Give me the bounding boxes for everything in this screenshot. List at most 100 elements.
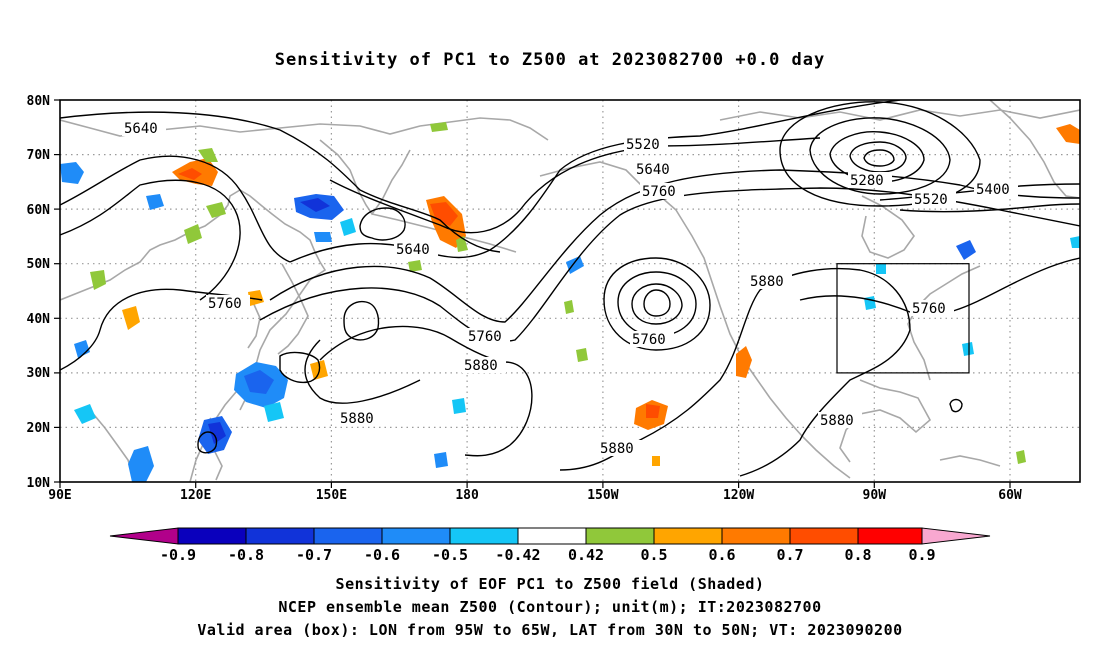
contour-5520-north bbox=[329, 137, 821, 234]
patch-negative bbox=[434, 452, 448, 468]
patch-positive bbox=[646, 404, 660, 418]
colorbar-labels: -0.9 -0.8 -0.7 -0.6 -0.5 -0.42 0.42 0.5 … bbox=[160, 546, 936, 564]
lat-label: 70N bbox=[27, 148, 51, 163]
patch-negative bbox=[60, 162, 84, 184]
patch-negative bbox=[340, 218, 356, 236]
contour-label: 5640 bbox=[636, 162, 670, 178]
contour-low-4 bbox=[849, 141, 907, 173]
patch-negative bbox=[962, 342, 974, 356]
lon-label: 90W bbox=[863, 488, 887, 503]
contour-label: 5760 bbox=[912, 301, 946, 317]
sensitivity-shading bbox=[60, 122, 1080, 482]
map-frame bbox=[59, 99, 1081, 483]
coast-gulf bbox=[839, 379, 932, 463]
contour-label: 5280 bbox=[850, 173, 884, 189]
contour-closed-small bbox=[359, 207, 406, 241]
colorbar-high-triangle bbox=[921, 527, 991, 545]
patch-negative bbox=[956, 240, 976, 260]
colorbar-label: 0.42 bbox=[568, 546, 604, 564]
colorbar-label: 0.6 bbox=[708, 546, 735, 564]
contour-label: 5880 bbox=[750, 274, 784, 290]
lon-label: 150E bbox=[316, 488, 347, 503]
contour-label: 5760 bbox=[208, 296, 242, 312]
contour-label: 5880 bbox=[464, 358, 498, 374]
coast-caribbean bbox=[939, 455, 1001, 467]
colorbar bbox=[109, 527, 991, 545]
patch-positive bbox=[198, 148, 218, 162]
coast-korea bbox=[247, 299, 261, 349]
caption-valid-area: Valid area (box): LON from 95W to 65W, L… bbox=[197, 621, 903, 639]
coast-hudson bbox=[861, 195, 915, 259]
colorbar-label: -0.9 bbox=[160, 546, 196, 564]
caption-shading: Sensitivity of EOF PC1 to Z500 field (Sh… bbox=[335, 575, 765, 593]
valid-area-box bbox=[836, 263, 970, 374]
lon-label: 120E bbox=[180, 488, 211, 503]
colorbar-box bbox=[381, 527, 451, 545]
contour-closed-small bbox=[949, 398, 963, 413]
map-title: Sensitivity of PC1 to Z500 at 2023082700… bbox=[274, 50, 826, 70]
colorbar-box bbox=[721, 527, 791, 545]
lon-label: 180 bbox=[455, 488, 479, 503]
colorbar-label: 0.9 bbox=[908, 546, 935, 564]
patch-negative bbox=[876, 264, 886, 274]
contour-5760-arc bbox=[60, 179, 241, 301]
colorbar-box bbox=[177, 527, 247, 545]
lat-label: 50N bbox=[27, 257, 51, 272]
lon-label: 120W bbox=[723, 488, 754, 503]
contour-label: 5640 bbox=[396, 242, 430, 258]
lat-label: 20N bbox=[27, 421, 51, 436]
colorbar-box bbox=[245, 527, 315, 545]
patch-positive bbox=[90, 270, 106, 290]
lat-label: 80N bbox=[27, 94, 51, 109]
colorbar-label: 0.8 bbox=[844, 546, 871, 564]
colorbar-box bbox=[857, 527, 923, 545]
colorbar-label: 0.5 bbox=[640, 546, 667, 564]
patch-negative bbox=[300, 198, 330, 212]
patch-negative bbox=[566, 256, 584, 274]
contour-5640-mid bbox=[60, 155, 291, 263]
colorbar-label: 0.7 bbox=[776, 546, 803, 564]
patch-positive bbox=[564, 300, 574, 314]
patch-negative bbox=[128, 446, 154, 482]
lat-label: 60N bbox=[27, 203, 51, 218]
colorbar-low-triangle bbox=[109, 527, 179, 545]
contour-5880-central bbox=[304, 339, 421, 404]
lat-axis: 80N 70N 60N 50N 40N 30N 20N 10N bbox=[27, 94, 51, 491]
contour-5520-east bbox=[899, 203, 1080, 213]
patch-positive bbox=[248, 290, 264, 306]
contour-low-5 bbox=[863, 149, 895, 167]
contour-label: 5880 bbox=[340, 411, 374, 427]
patch-positive bbox=[408, 260, 422, 272]
patch-negative bbox=[74, 340, 90, 358]
patch-negative bbox=[314, 232, 332, 242]
contour-closed-small bbox=[343, 300, 380, 341]
patch-negative bbox=[452, 398, 466, 414]
colorbar-box bbox=[653, 527, 723, 545]
contour-cut-off-low-3 bbox=[631, 283, 683, 325]
contour-5760-pacific bbox=[259, 187, 1080, 342]
patch-positive bbox=[1056, 124, 1080, 144]
patch-positive bbox=[206, 202, 226, 218]
patch-negative bbox=[74, 404, 96, 424]
contour-label-group: 5640 5520 5640 5760 5280 5400 5520 5640 … bbox=[122, 120, 1018, 457]
patch-negative bbox=[264, 402, 284, 422]
coast-japan bbox=[277, 263, 309, 355]
contour-5640-pacific bbox=[269, 169, 1080, 323]
contour-5640-west bbox=[60, 111, 501, 253]
colorbar-label: -0.5 bbox=[432, 546, 468, 564]
caption-contour: NCEP ensemble mean Z500 (Contour); unit(… bbox=[278, 598, 822, 616]
colorbar-box bbox=[585, 527, 655, 545]
lon-label: 90E bbox=[48, 488, 71, 503]
patch-positive bbox=[184, 224, 202, 244]
colorbar-label: -0.42 bbox=[495, 546, 540, 564]
contour-cut-off-low-4 bbox=[643, 289, 671, 317]
contour-typhoon bbox=[197, 431, 218, 454]
patch-negative bbox=[244, 370, 274, 394]
coast-canada-north bbox=[719, 109, 1080, 121]
patch-positive bbox=[736, 346, 752, 378]
lat-label: 30N bbox=[27, 366, 51, 381]
contour-label: 5640 bbox=[124, 121, 158, 137]
lat-label: 40N bbox=[27, 312, 51, 327]
